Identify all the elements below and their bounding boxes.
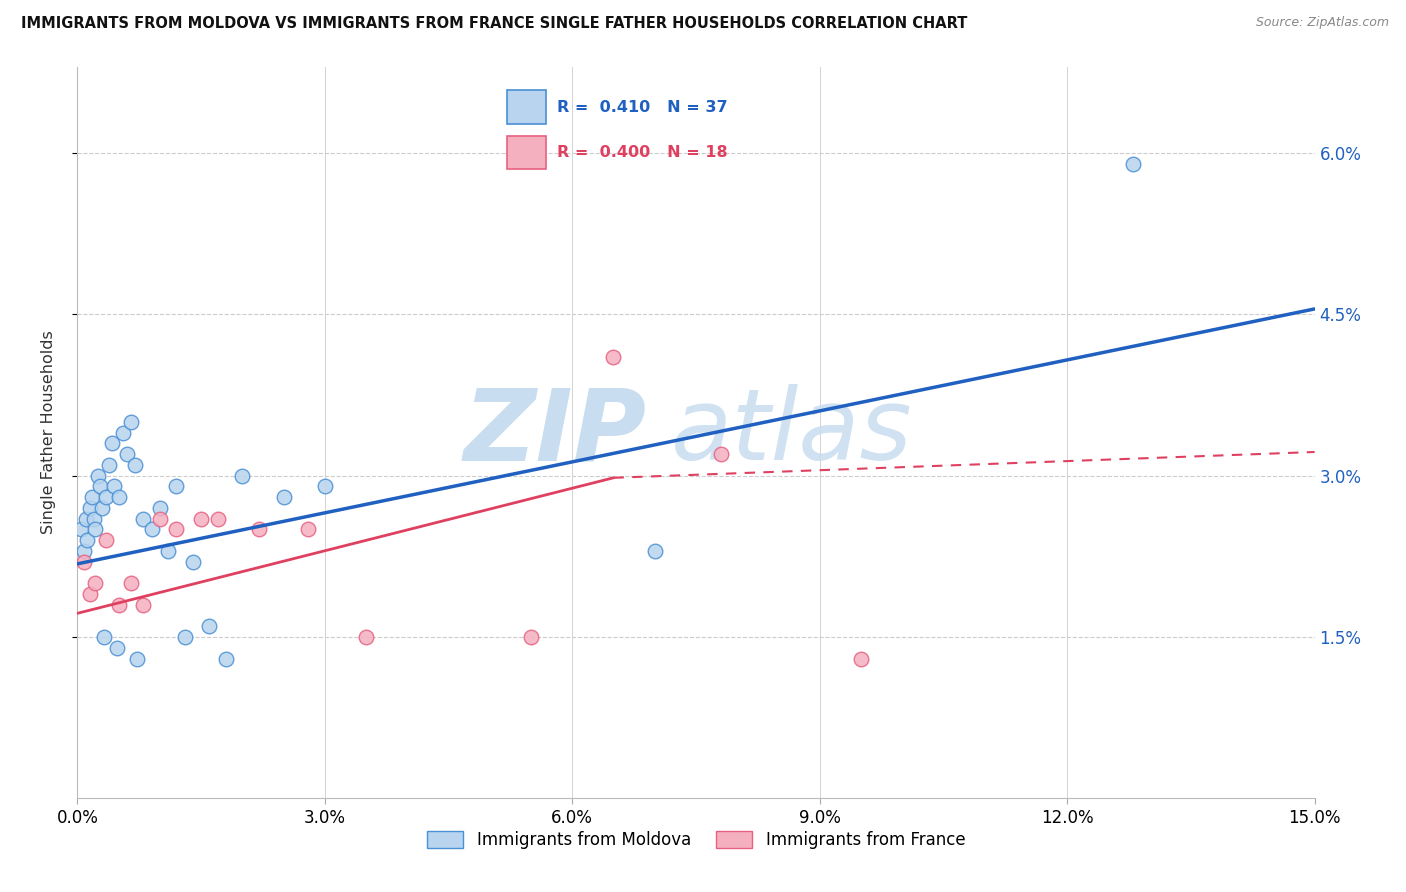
Point <box>231 468 253 483</box>
Point <box>73 544 96 558</box>
Point <box>83 511 105 525</box>
Point <box>149 511 172 525</box>
Point <box>82 490 104 504</box>
Point <box>247 523 270 537</box>
Point <box>1122 157 1144 171</box>
Point <box>107 490 129 504</box>
Point <box>173 630 195 644</box>
Point <box>75 511 97 525</box>
Point <box>97 458 120 472</box>
Point <box>520 630 543 644</box>
Point <box>73 555 96 569</box>
Point <box>111 425 134 440</box>
Point <box>84 576 107 591</box>
Point <box>602 351 624 365</box>
Point <box>297 523 319 537</box>
Point <box>157 544 180 558</box>
Point <box>132 598 155 612</box>
Point <box>96 533 118 548</box>
Point <box>215 651 238 665</box>
Text: atlas: atlas <box>671 384 912 481</box>
Point <box>190 511 212 525</box>
Text: ZIP: ZIP <box>464 384 647 481</box>
Point <box>644 544 666 558</box>
Point <box>115 447 138 461</box>
Point <box>165 479 187 493</box>
Point <box>93 630 115 644</box>
Point <box>141 523 163 537</box>
Y-axis label: Single Father Households: Single Father Households <box>42 331 56 534</box>
Point <box>107 598 129 612</box>
Legend: Immigrants from Moldova, Immigrants from France: Immigrants from Moldova, Immigrants from… <box>420 824 972 855</box>
Point <box>79 587 101 601</box>
Point <box>849 651 872 665</box>
Text: IMMIGRANTS FROM MOLDOVA VS IMMIGRANTS FROM FRANCE SINGLE FATHER HOUSEHOLDS CORRE: IMMIGRANTS FROM MOLDOVA VS IMMIGRANTS FR… <box>21 16 967 31</box>
Point <box>120 576 142 591</box>
Point <box>207 511 229 525</box>
Point <box>76 533 98 548</box>
Point <box>149 500 172 515</box>
Point <box>105 640 128 655</box>
Point <box>132 511 155 525</box>
Point <box>96 490 118 504</box>
Point <box>84 523 107 537</box>
Point <box>89 479 111 493</box>
Point <box>70 523 93 537</box>
Point <box>165 523 187 537</box>
Text: Source: ZipAtlas.com: Source: ZipAtlas.com <box>1256 16 1389 29</box>
Point <box>181 555 204 569</box>
Point <box>273 490 295 504</box>
Point <box>710 447 733 461</box>
Point <box>354 630 377 644</box>
Point <box>125 651 148 665</box>
Point <box>79 500 101 515</box>
Point <box>120 415 142 429</box>
Point <box>314 479 336 493</box>
Point <box>101 436 124 450</box>
Point <box>198 619 221 633</box>
Point <box>91 500 114 515</box>
Point <box>124 458 146 472</box>
Point <box>87 468 110 483</box>
Point <box>103 479 125 493</box>
